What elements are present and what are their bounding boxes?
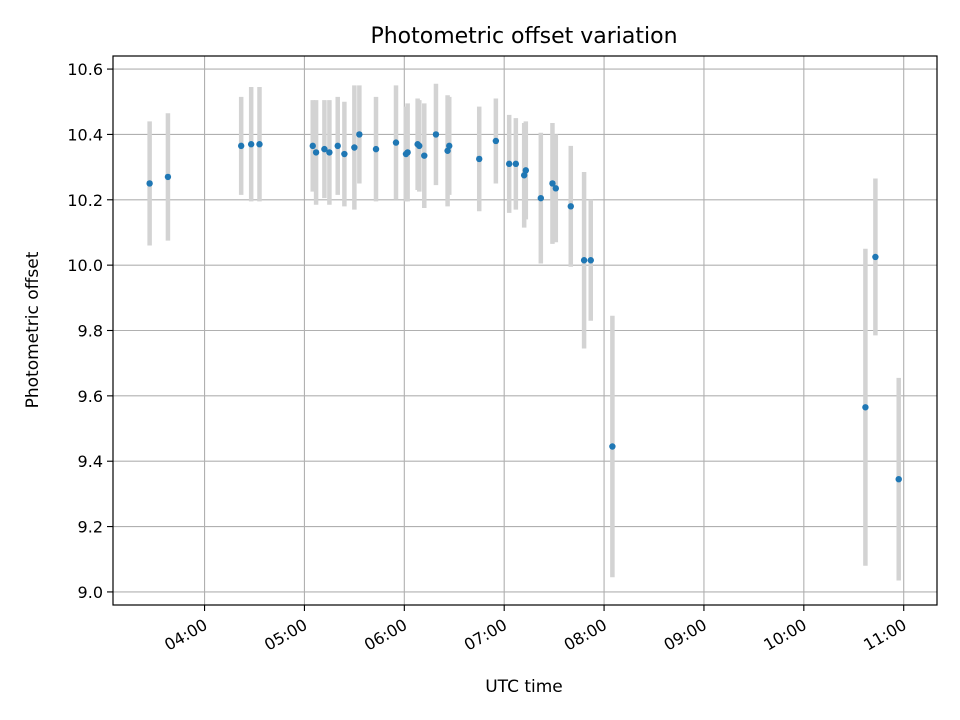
y-tick-label-2: 9.4 <box>78 452 103 471</box>
data-point-27 <box>520 172 528 179</box>
data-point-1 <box>164 173 172 181</box>
data-point-12 <box>356 131 363 138</box>
y-tick-label-1: 9.2 <box>78 518 103 537</box>
data-point-26 <box>512 160 520 168</box>
data-point-30 <box>549 180 556 187</box>
data-point-38 <box>895 475 902 483</box>
data-point-16 <box>404 149 411 156</box>
y-tick-label-5: 10.0 <box>67 256 103 275</box>
y-axis-ticks: 9.0 9.2 9.4 9.6 9.8 10.0 10.2 10.4 10.6 <box>67 60 113 602</box>
data-point-6 <box>312 149 320 156</box>
data-point-34 <box>587 257 594 264</box>
chart-title: Photometric offset variation <box>370 24 677 49</box>
data-point-21 <box>444 147 451 154</box>
data-point-18 <box>416 142 423 150</box>
y-tick-label-6: 10.2 <box>67 191 103 210</box>
data-point-4 <box>256 141 263 148</box>
data-point-25 <box>505 160 513 168</box>
data-points <box>146 131 902 483</box>
data-point-3 <box>247 141 255 148</box>
data-point-7 <box>321 145 328 153</box>
data-point-35 <box>609 443 616 450</box>
data-point-32 <box>567 203 574 210</box>
data-point-33 <box>580 257 588 264</box>
data-point-20 <box>432 131 440 138</box>
data-point-5 <box>309 142 316 150</box>
data-point-11 <box>351 144 358 151</box>
data-point-36 <box>862 404 869 411</box>
y-tick-label-7: 10.4 <box>67 125 103 144</box>
x-axis-label: UTC time <box>485 677 563 697</box>
data-point-2 <box>237 142 245 150</box>
data-point-9 <box>334 142 341 150</box>
data-point-13 <box>372 145 380 153</box>
y-tick-label-8: 10.6 <box>67 60 103 79</box>
y-axis-label: Photometric offset <box>23 251 43 408</box>
data-point-14 <box>392 139 400 146</box>
data-point-0 <box>146 180 153 187</box>
data-point-31 <box>552 185 559 192</box>
data-point-19 <box>421 152 428 159</box>
y-tick-label-0: 9.0 <box>78 583 103 602</box>
y-tick-label-4: 9.8 <box>78 322 103 341</box>
data-point-8 <box>326 149 333 156</box>
data-point-23 <box>476 155 483 163</box>
data-point-29 <box>537 194 545 202</box>
y-tick-label-3: 9.6 <box>78 387 103 406</box>
data-point-22 <box>446 142 453 150</box>
data-point-37 <box>872 253 879 261</box>
data-point-24 <box>492 137 500 145</box>
data-point-28 <box>522 167 530 174</box>
data-point-10 <box>341 150 348 158</box>
